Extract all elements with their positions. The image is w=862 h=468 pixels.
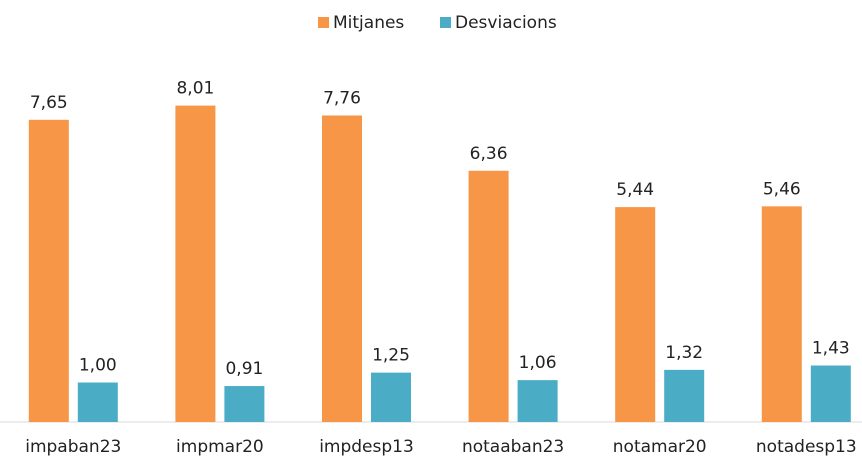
value-label: 1,25 bbox=[372, 346, 410, 366]
x-tick-label: notadesp13 bbox=[756, 437, 857, 457]
legend-swatch bbox=[440, 17, 451, 28]
bar bbox=[322, 115, 362, 422]
legend-label: Mitjanes bbox=[333, 13, 404, 33]
bar bbox=[175, 105, 216, 422]
bar bbox=[517, 380, 558, 422]
value-label: 0,91 bbox=[225, 359, 263, 379]
x-tick-label: impmar20 bbox=[176, 437, 264, 457]
x-tick-label: notaaban23 bbox=[462, 437, 564, 457]
value-label: 8,01 bbox=[176, 79, 214, 99]
bar bbox=[77, 382, 118, 422]
value-label: 1,32 bbox=[665, 343, 703, 363]
x-tick-label: impaban23 bbox=[25, 437, 121, 457]
legend-swatch bbox=[318, 17, 329, 28]
bar bbox=[761, 206, 802, 422]
value-label: 1,00 bbox=[79, 356, 117, 376]
bar bbox=[615, 207, 656, 422]
bar bbox=[810, 365, 851, 422]
value-label: 7,76 bbox=[323, 88, 361, 108]
bar bbox=[28, 119, 69, 422]
value-label: 7,65 bbox=[30, 93, 68, 113]
value-label: 5,46 bbox=[763, 179, 801, 199]
value-label: 5,44 bbox=[616, 180, 654, 200]
value-label: 1,43 bbox=[812, 339, 850, 359]
bar bbox=[468, 170, 509, 422]
value-label: 1,06 bbox=[519, 353, 557, 373]
x-tick-label: impdesp13 bbox=[319, 437, 414, 457]
value-label: 6,36 bbox=[470, 144, 508, 164]
bar bbox=[371, 372, 411, 422]
x-tick-label: notamar20 bbox=[613, 437, 707, 457]
bar bbox=[224, 386, 265, 422]
legend-label: Desviacions bbox=[455, 13, 557, 33]
bar bbox=[664, 369, 705, 422]
